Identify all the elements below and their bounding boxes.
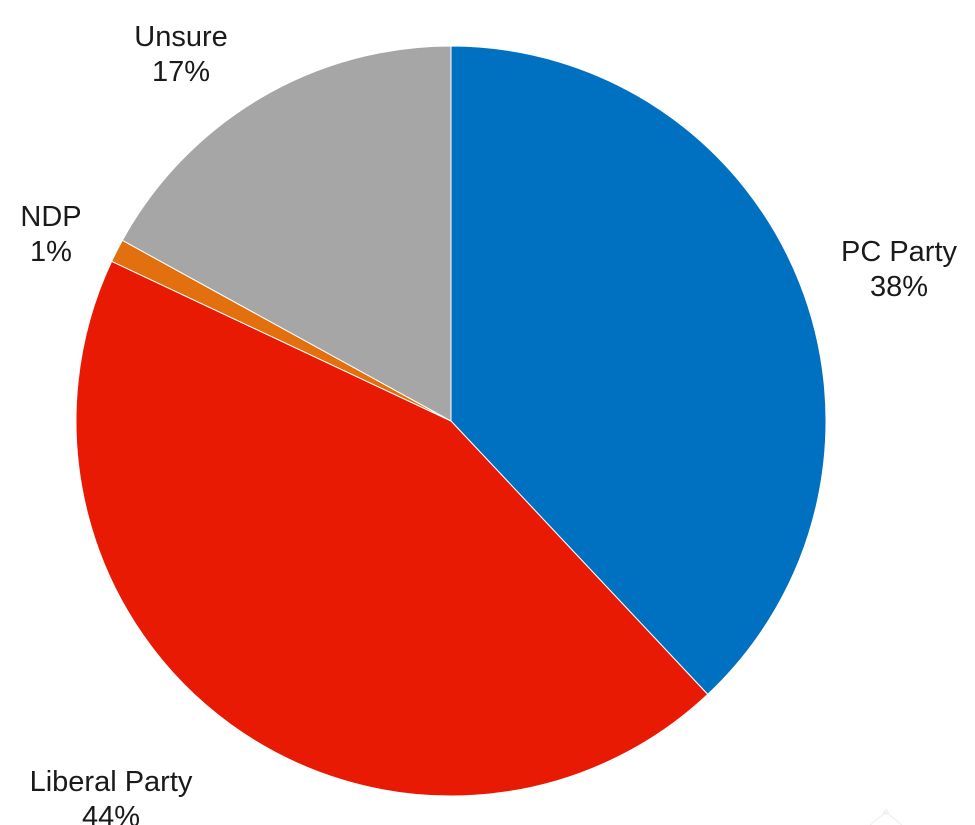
pie-label-pc-party: PC Party 38% (841, 236, 958, 303)
pie-label-category: PC Party (841, 236, 958, 268)
pie-label-percent: 38% (870, 271, 928, 303)
pie-label-unsure: Unsure 17% (134, 21, 228, 88)
pie-label-percent: 44% (82, 801, 140, 825)
pie-label-liberal-party: Liberal Party 44% (30, 766, 193, 825)
watermark-mark (869, 809, 903, 825)
pie-label-category: Liberal Party (30, 766, 193, 798)
pie-labels: PC Party 38% Liberal Party 44% NDP 1% Unsure 17… (20, 21, 957, 825)
pie-slices (75, 45, 827, 797)
pie-label-category: Unsure (134, 21, 228, 53)
pie-slice-liberal-party (75, 260, 709, 797)
pie-label-ndp: NDP 1% (20, 201, 81, 268)
pie-slice-unsure (121, 45, 452, 422)
pie-label-percent: 1% (30, 236, 72, 268)
pie-label-percent: 17% (152, 56, 210, 88)
pie-label-category: NDP (20, 201, 81, 233)
pie-slice-pc-party (450, 45, 827, 696)
